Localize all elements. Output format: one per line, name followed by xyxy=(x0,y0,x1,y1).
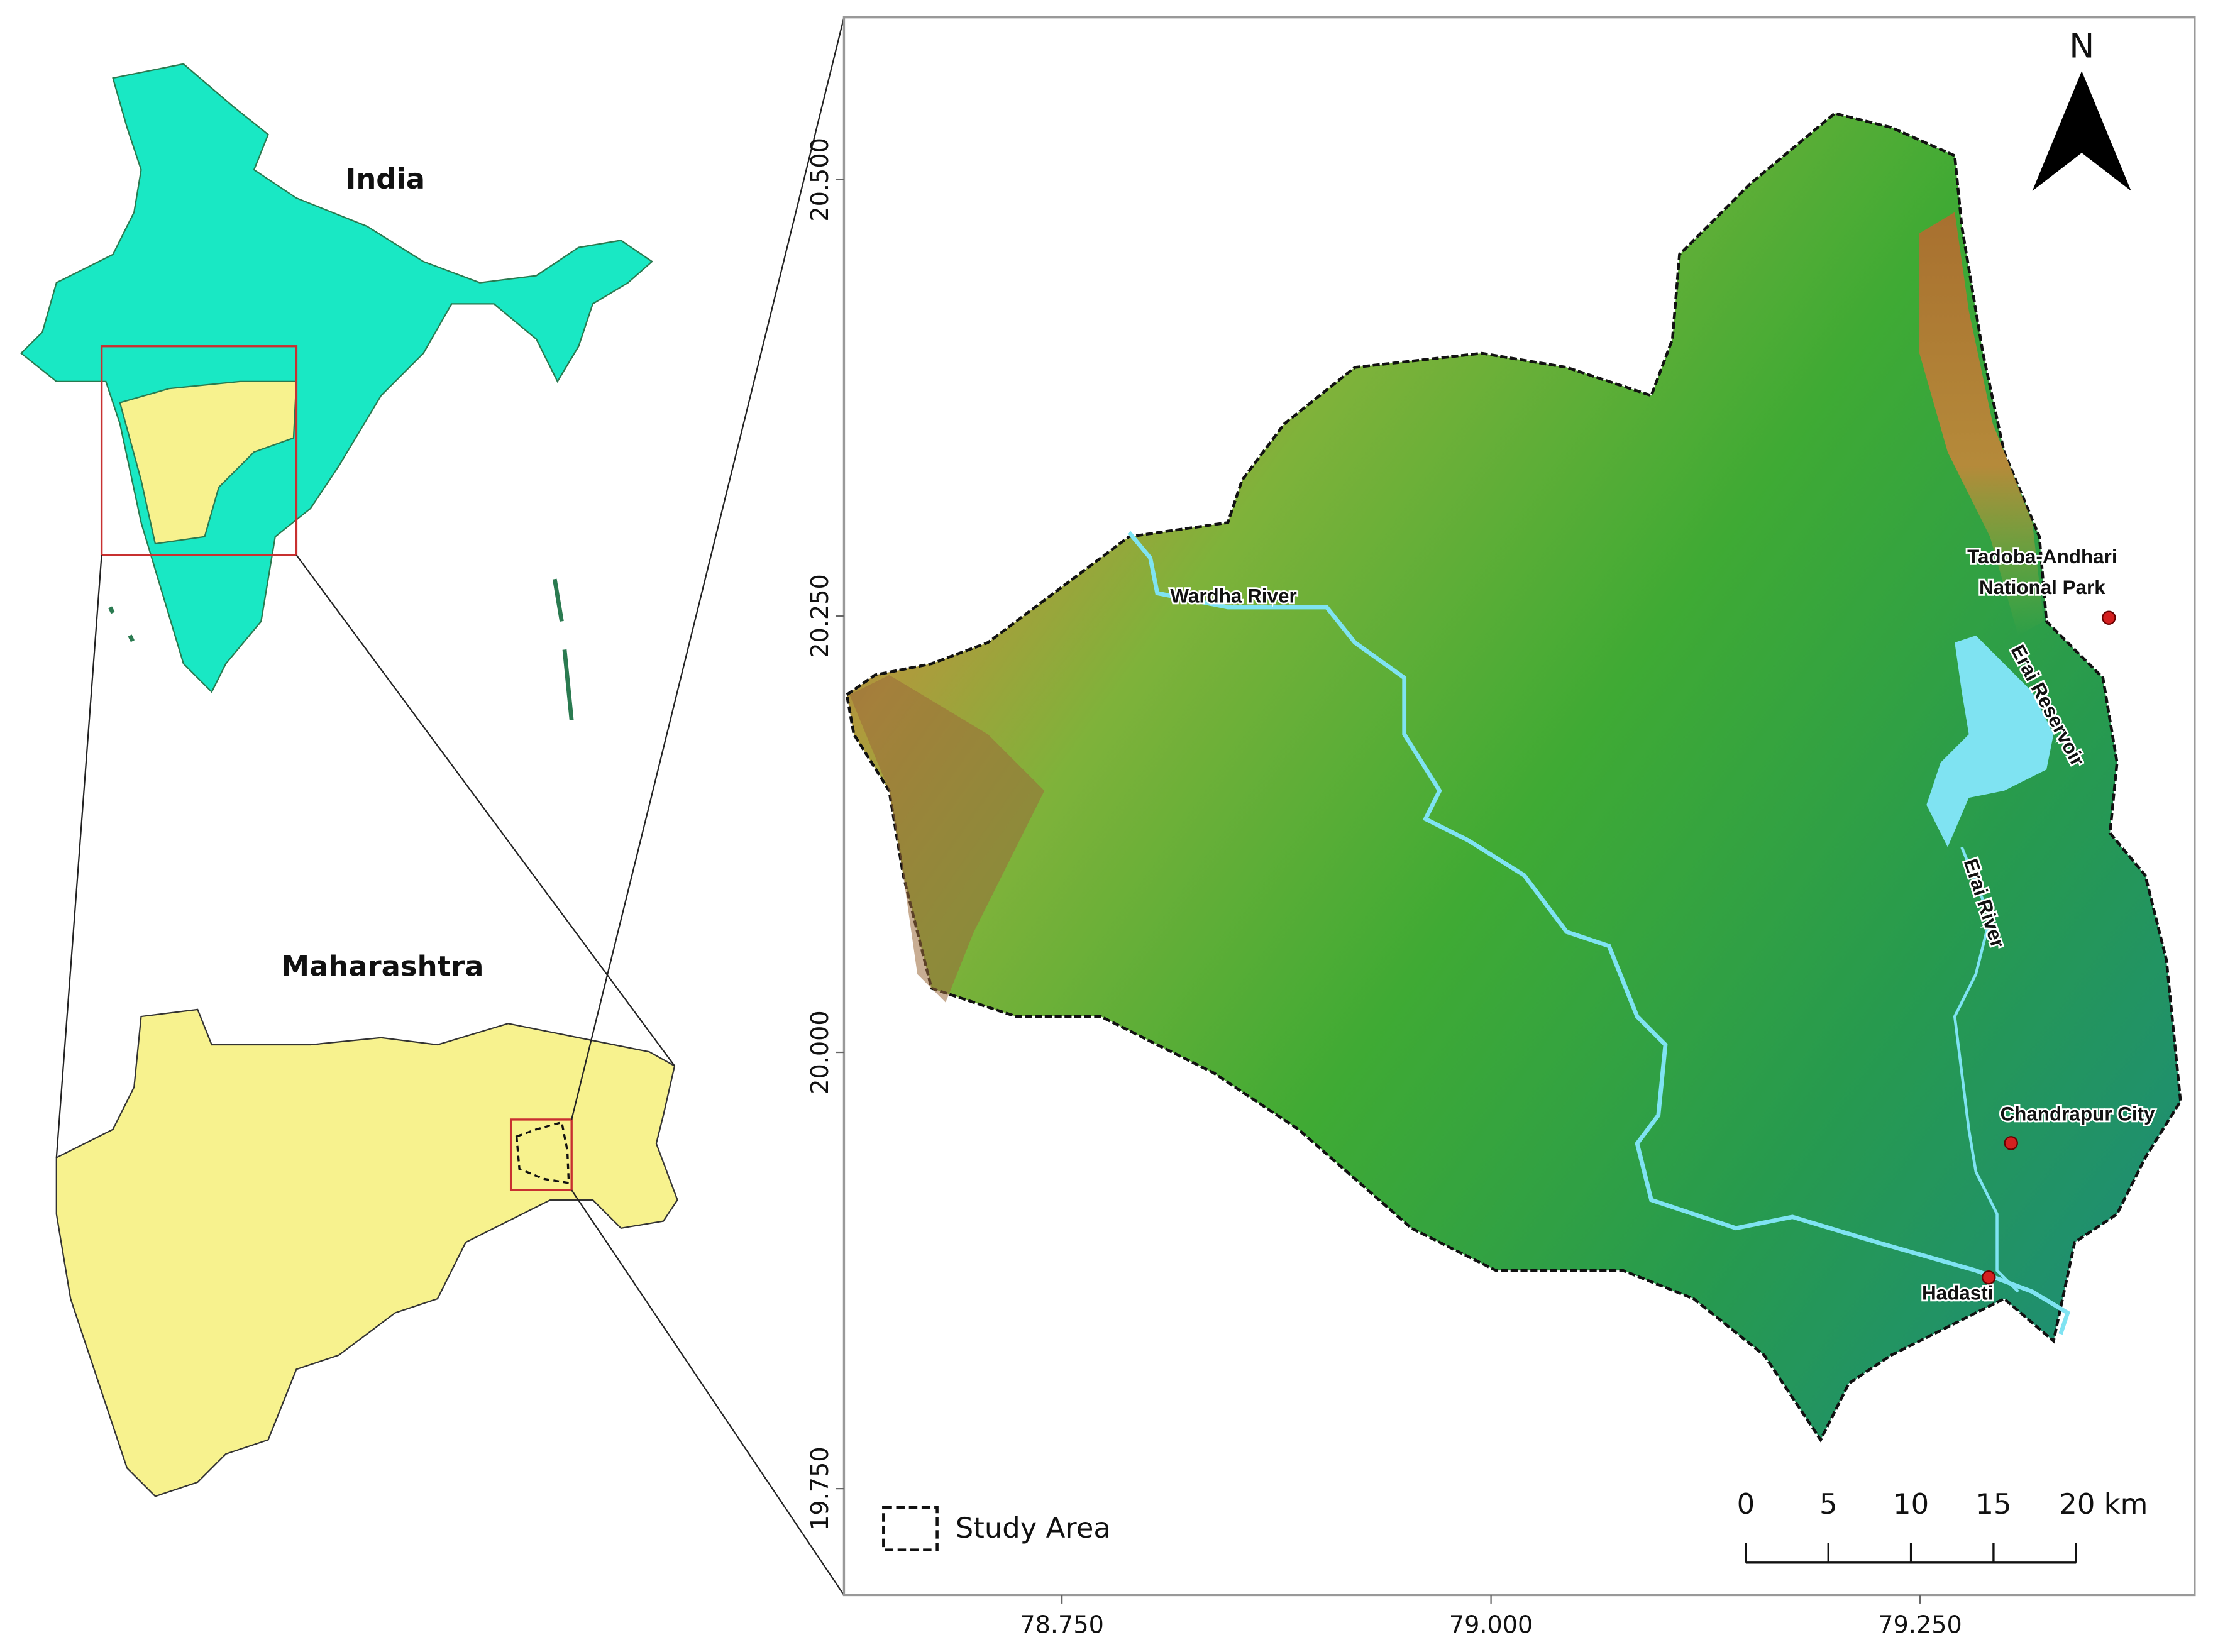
place-label: Hadasti xyxy=(1922,1282,1993,1304)
erai-river xyxy=(1953,846,2019,1293)
y-tick-label: 20.250 xyxy=(806,574,834,658)
west-upland xyxy=(849,675,1045,1003)
feature-label: Wardha River xyxy=(1170,585,1296,607)
scale-label: 5 xyxy=(1819,1487,1838,1521)
study-box xyxy=(509,1118,573,1191)
connector xyxy=(571,1189,845,1596)
place-marker xyxy=(1982,1270,1996,1285)
x-tick-label: 79.000 xyxy=(1449,1611,1533,1638)
y-tick-label: 19.750 xyxy=(806,1446,834,1531)
place-marker xyxy=(2102,610,2116,625)
north-label: N xyxy=(2069,26,2094,66)
place-label: Tadoba-Andhari xyxy=(1967,546,2117,568)
connector xyxy=(55,554,102,1158)
north-arrow xyxy=(2032,70,2131,191)
wardha-river xyxy=(1127,531,2070,1335)
connector xyxy=(571,17,845,1120)
state-shape xyxy=(55,1008,678,1497)
connectors xyxy=(55,17,845,1596)
erai-reservoir xyxy=(1926,635,2054,847)
x-tick-label: 78.750 xyxy=(1020,1611,1104,1638)
inset-title: India xyxy=(346,162,425,195)
scale-label: 0 xyxy=(1737,1487,1755,1521)
basin xyxy=(845,111,2182,1443)
y-tick-label: 20.500 xyxy=(806,138,834,222)
scale-label: 10 xyxy=(1893,1487,1929,1521)
study-area-small xyxy=(515,1121,570,1184)
connector xyxy=(295,554,675,1067)
inset-title: Maharashtra xyxy=(281,950,483,983)
y-tick-label: 20.000 xyxy=(806,1010,834,1094)
islands xyxy=(108,578,574,720)
place-marker xyxy=(2004,1136,2018,1150)
place-label: National Park xyxy=(1979,576,2105,598)
scale-label: 20 km xyxy=(2059,1487,2148,1521)
inset-box xyxy=(100,345,298,556)
legend-swatch xyxy=(882,1506,939,1551)
ridge xyxy=(1919,212,2044,636)
legend-label: Study Area xyxy=(956,1511,1111,1545)
x-tick-label: 79.250 xyxy=(1878,1611,1962,1638)
place-label: Chandrapur City xyxy=(2000,1103,2155,1125)
maharashtra-in-india xyxy=(119,380,297,545)
main-map: Wardha River Erai Reservoir Erai River T… xyxy=(842,16,2196,1597)
scale-label: 15 xyxy=(1975,1487,2011,1521)
india-inset: India xyxy=(19,63,653,720)
state-inset: Maharashtra xyxy=(55,950,678,1497)
